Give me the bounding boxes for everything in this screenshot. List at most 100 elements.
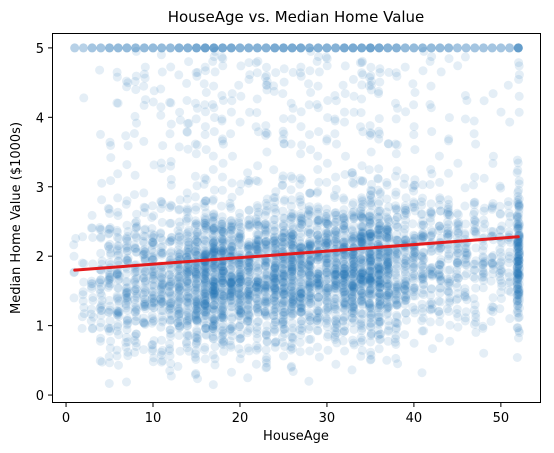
data-point (235, 233, 245, 243)
data-point (217, 259, 227, 269)
data-point (297, 288, 307, 298)
data-point (312, 274, 322, 284)
data-point (279, 283, 289, 293)
data-point (287, 211, 297, 221)
data-point (218, 268, 228, 278)
data-point (226, 272, 236, 281)
data-point (182, 229, 192, 239)
data-point (121, 300, 131, 310)
data-point (270, 262, 280, 272)
data-point (193, 250, 203, 260)
data-point (382, 194, 392, 204)
data-point (313, 234, 323, 244)
data-point (235, 275, 245, 284)
data-point (79, 277, 89, 287)
data-point (277, 298, 287, 308)
data-point (305, 66, 315, 76)
data-point (269, 243, 279, 253)
data-point (295, 218, 305, 228)
data-point (234, 80, 244, 90)
data-point (166, 281, 176, 290)
data-point (296, 319, 306, 329)
data-point (416, 220, 426, 230)
data-point (270, 232, 280, 242)
data-point (96, 282, 106, 292)
data-point (190, 139, 200, 149)
data-point (140, 297, 150, 307)
data-point (113, 322, 123, 332)
data-point (243, 244, 253, 254)
data-point (112, 310, 122, 320)
data-point (192, 71, 202, 81)
data-point (112, 269, 122, 279)
data-point (183, 43, 193, 53)
data-point (296, 195, 305, 205)
data-point (165, 43, 175, 53)
data-point (217, 221, 227, 231)
data-point (208, 282, 218, 292)
data-point (131, 71, 141, 81)
data-point (288, 292, 298, 302)
data-point (356, 337, 366, 347)
data-point (226, 225, 236, 235)
data-point (254, 127, 263, 137)
data-point (201, 251, 211, 260)
data-point (209, 326, 219, 336)
data-point (140, 266, 150, 276)
data-point (104, 274, 114, 284)
data-point (157, 274, 167, 284)
data-point (245, 107, 255, 117)
data-point (130, 218, 140, 228)
data-point (210, 287, 220, 297)
data-point (236, 271, 246, 281)
data-point (182, 339, 191, 349)
data-point (209, 246, 219, 256)
data-point (123, 296, 133, 306)
data-point (288, 334, 298, 344)
data-point (313, 278, 323, 287)
data-point (244, 277, 253, 287)
data-point (139, 43, 149, 53)
data-point (244, 311, 254, 321)
data-point (121, 332, 131, 342)
data-point (460, 229, 470, 238)
data-point (391, 114, 401, 124)
data-point (243, 281, 253, 291)
data-point (182, 207, 192, 217)
data-point (87, 43, 97, 53)
data-point (435, 43, 445, 53)
data-point (252, 289, 262, 298)
data-point (286, 214, 296, 224)
data-point (286, 264, 296, 274)
data-point (261, 43, 271, 53)
data-point (105, 326, 114, 336)
data-point (306, 288, 316, 298)
data-point (278, 206, 288, 216)
data-point (210, 342, 220, 351)
data-point (296, 71, 306, 81)
data-point (200, 299, 210, 309)
data-point (166, 299, 175, 309)
data-point (106, 141, 116, 150)
data-point (244, 286, 253, 296)
data-point (167, 236, 176, 246)
data-point (261, 43, 271, 53)
data-point (105, 223, 115, 232)
data-point (112, 345, 122, 355)
data-point (253, 296, 263, 306)
data-point (305, 274, 315, 284)
data-point (288, 67, 298, 77)
data-point (183, 144, 193, 154)
data-point (191, 216, 200, 226)
data-point (209, 244, 219, 254)
data-point (96, 318, 106, 328)
data-point (217, 185, 227, 195)
data-point (182, 252, 192, 262)
data-point (252, 68, 262, 78)
data-point (147, 245, 157, 255)
data-point (243, 276, 253, 286)
data-point (174, 292, 184, 302)
data-point (201, 298, 211, 308)
data-point (175, 265, 185, 275)
data-point (121, 269, 131, 279)
